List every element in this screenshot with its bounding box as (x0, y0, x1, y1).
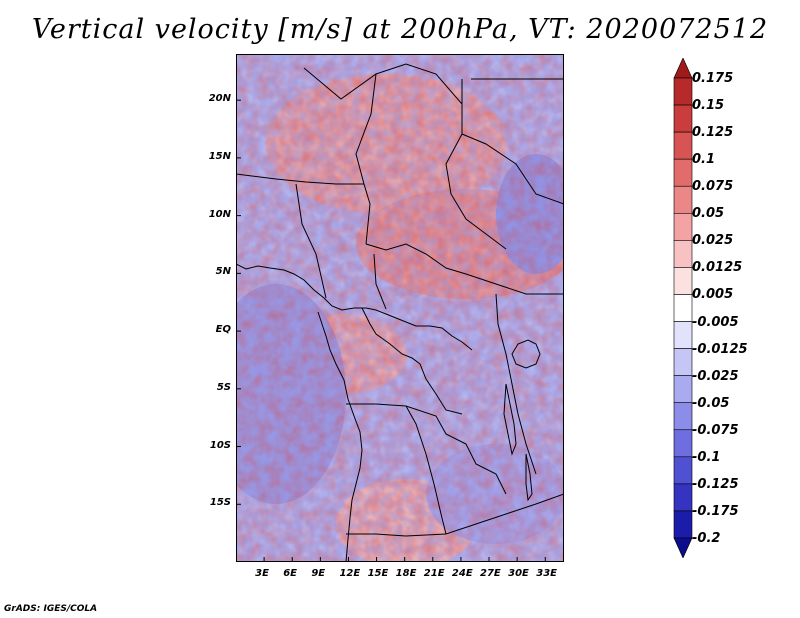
lat-tick-label: 5S (216, 381, 231, 393)
lon-tick-label: 15E (367, 568, 389, 579)
sudan-border (461, 133, 564, 205)
colorbar-segment (673, 375, 693, 404)
colorbar-label: -0.025 (692, 368, 739, 384)
colorbar-segment (673, 321, 693, 349)
lat-tick-label: 15N (208, 150, 231, 162)
country-borders (236, 63, 564, 562)
colorbar-segment (673, 212, 693, 241)
lat-tick-label: 10S (209, 439, 231, 451)
lon-tick-label: 18E (395, 568, 417, 579)
colorbar-label: -0.05 (692, 395, 730, 411)
colorbar-label: 0.075 (692, 179, 734, 195)
west-coast (317, 311, 363, 562)
nigeria-border (295, 183, 327, 299)
colorbar-segment (673, 483, 693, 512)
lon-tick-label: 30E (508, 568, 529, 579)
lon-tick-label: 27E (480, 568, 501, 579)
colorbar-segment (673, 348, 693, 376)
sahel-border (236, 173, 364, 185)
congo-border (361, 307, 463, 415)
colorbar-label: -0.2 (692, 531, 721, 546)
cameroon-border (373, 253, 387, 310)
colorbar-segment (673, 294, 693, 322)
colorbar-label: 0.1 (692, 152, 716, 168)
colorbar-label: 0.15 (692, 98, 725, 114)
colorbar-segment (673, 402, 693, 431)
lon-tick-label: 12E (339, 568, 361, 579)
zambia-border (405, 405, 447, 535)
colorbar-label: -0.125 (692, 476, 739, 492)
colorbar-segment (673, 77, 693, 106)
colorbar-segment (673, 267, 693, 295)
velocity-field-map (236, 54, 564, 562)
colorbar-label: -0.175 (692, 503, 739, 519)
lon-tick-label: 24E (451, 568, 473, 579)
lon-tick-label: 21E (423, 568, 445, 579)
lat-tick-label: 10N (208, 208, 231, 220)
lon-tick-label: 9E (311, 568, 326, 579)
car-border (365, 243, 564, 295)
lat-tick-label: EQ (215, 324, 231, 336)
colorbar-label: 0.125 (692, 125, 734, 141)
colorbar-segment (673, 510, 693, 539)
colorbar-segment (673, 158, 693, 187)
colorbar-label: -0.1 (692, 449, 721, 465)
colorbar-segment (673, 131, 693, 160)
credit-text: GrADS: IGES/COLA (4, 604, 98, 614)
colorbar-segment (673, 185, 693, 214)
lake-victoria (511, 339, 541, 369)
lon-tick-label: 3E (255, 568, 269, 579)
map-panel (236, 54, 564, 562)
colorbar-label: 0.0125 (692, 260, 743, 276)
colorbar-label: 0.005 (692, 287, 734, 303)
colorbar-top-arrow (673, 58, 693, 79)
gulf-of-guinea-coast (236, 263, 473, 351)
lon-tick-label: 33E (536, 568, 557, 579)
colorbar-segment (673, 429, 693, 458)
great-lakes (503, 339, 541, 502)
colorbar-label: -0.005 (692, 314, 739, 330)
lake-tanganyika (503, 383, 517, 456)
colorbar-bottom-arrow (673, 537, 693, 558)
lon-tick-label: 6E (283, 568, 298, 579)
chart-title: Vertical velocity [m/s] at 200hPa, VT: 2… (31, 14, 769, 45)
chad-border (355, 73, 377, 245)
axis-ticks (236, 99, 546, 562)
colorbar-segment (673, 240, 693, 268)
colorbar-label: 0.025 (692, 233, 734, 249)
colorbar-segment (673, 456, 693, 485)
colorbar-label: -0.0125 (692, 341, 748, 357)
east-border (495, 293, 537, 475)
colorbar-segment (673, 104, 693, 133)
lat-tick-label: 15S (209, 497, 231, 509)
colorbar-label: -0.075 (692, 422, 739, 438)
southern-border (346, 493, 564, 537)
field-neutral-cells (236, 54, 564, 562)
colorbar-label: 0.05 (692, 206, 725, 222)
northern-border (303, 63, 507, 250)
angola-border (346, 403, 507, 495)
lat-tick-label: 5N (215, 266, 231, 278)
lat-tick-label: 20N (208, 93, 231, 105)
lake-malawi (525, 453, 533, 502)
colorbar-label: 0.175 (692, 71, 734, 86)
map-frame (236, 54, 564, 562)
colorbar (673, 58, 693, 558)
